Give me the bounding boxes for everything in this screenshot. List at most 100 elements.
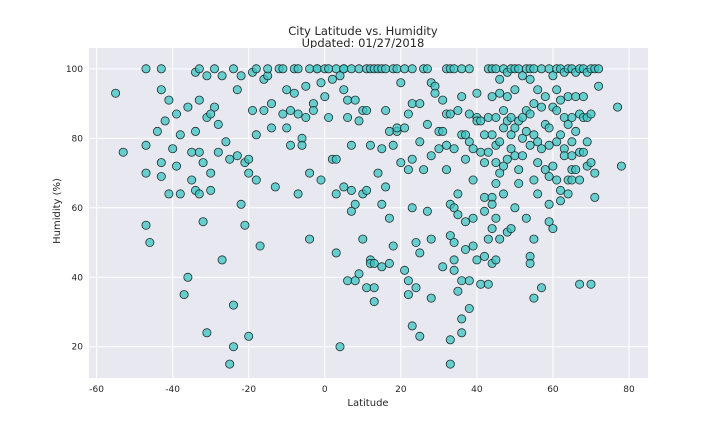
data-point bbox=[407, 321, 417, 331]
data-point bbox=[438, 95, 448, 105]
data-point bbox=[156, 171, 166, 181]
data-point bbox=[175, 189, 185, 199]
data-point bbox=[362, 283, 372, 293]
data-point bbox=[228, 300, 238, 310]
data-point bbox=[377, 199, 387, 209]
data-point bbox=[339, 182, 349, 192]
data-point bbox=[228, 64, 238, 74]
data-point bbox=[537, 144, 547, 154]
data-point bbox=[407, 154, 417, 164]
data-point bbox=[377, 262, 387, 272]
data-point bbox=[339, 85, 349, 95]
data-point bbox=[301, 81, 311, 91]
data-point bbox=[449, 64, 459, 74]
data-point bbox=[343, 276, 353, 286]
data-point bbox=[388, 140, 398, 150]
data-point bbox=[449, 144, 459, 154]
data-point bbox=[540, 165, 550, 175]
data-point bbox=[164, 189, 174, 199]
data-point bbox=[111, 88, 121, 98]
data-point bbox=[369, 297, 379, 307]
data-point bbox=[324, 64, 334, 74]
y-tick-label: 60 bbox=[72, 204, 84, 214]
data-point bbox=[479, 251, 489, 261]
data-point bbox=[491, 213, 501, 223]
data-point bbox=[464, 137, 474, 147]
data-point bbox=[232, 151, 242, 161]
data-point bbox=[506, 144, 516, 154]
data-point bbox=[308, 106, 318, 116]
data-point bbox=[529, 130, 539, 140]
data-point bbox=[578, 147, 588, 157]
data-point bbox=[476, 116, 486, 126]
x-axis-label: Latitude bbox=[347, 398, 388, 409]
data-point bbox=[460, 154, 470, 164]
data-point bbox=[616, 161, 626, 171]
data-point bbox=[415, 137, 425, 147]
data-point bbox=[426, 234, 436, 244]
data-point bbox=[198, 217, 208, 227]
data-point bbox=[213, 147, 223, 157]
chart-title: City Latitude vs. Humidity bbox=[288, 24, 438, 38]
data-point bbox=[141, 168, 151, 178]
data-point bbox=[400, 265, 410, 275]
data-point bbox=[575, 279, 585, 289]
data-point bbox=[468, 213, 478, 223]
data-point bbox=[362, 185, 372, 195]
data-point bbox=[514, 178, 524, 188]
data-point bbox=[544, 171, 554, 181]
data-point bbox=[141, 140, 151, 150]
data-point bbox=[472, 88, 482, 98]
data-point bbox=[202, 71, 212, 81]
data-point bbox=[445, 335, 455, 345]
data-point bbox=[400, 123, 410, 133]
data-point bbox=[244, 168, 254, 178]
data-point bbox=[491, 64, 501, 74]
data-point bbox=[400, 64, 410, 74]
data-point bbox=[529, 234, 539, 244]
data-point bbox=[346, 206, 356, 216]
data-point bbox=[491, 158, 501, 168]
data-point bbox=[369, 283, 379, 293]
data-point bbox=[529, 293, 539, 303]
data-point bbox=[537, 64, 547, 74]
data-point bbox=[502, 92, 512, 102]
data-point bbox=[468, 175, 478, 185]
data-point bbox=[590, 192, 600, 202]
data-point bbox=[491, 255, 501, 265]
data-point bbox=[365, 140, 375, 150]
data-point bbox=[525, 140, 535, 150]
data-point bbox=[217, 71, 227, 81]
data-point bbox=[510, 203, 520, 213]
data-point bbox=[472, 255, 482, 265]
data-point bbox=[225, 359, 235, 369]
data-point bbox=[305, 168, 315, 178]
data-point bbox=[183, 102, 193, 112]
data-point bbox=[141, 220, 151, 230]
data-point bbox=[373, 168, 383, 178]
data-point bbox=[449, 265, 459, 275]
tick-layer: -60 -40 -20 0 20 40 60 80 20 40 60 80 100 bbox=[66, 65, 635, 395]
data-point bbox=[460, 217, 470, 227]
data-point bbox=[548, 161, 558, 171]
x-tick-label: 20 bbox=[395, 385, 407, 395]
data-point bbox=[518, 133, 528, 143]
data-point bbox=[156, 158, 166, 168]
data-point bbox=[297, 140, 307, 150]
x-tick-label: 0 bbox=[322, 385, 328, 395]
data-point bbox=[510, 85, 520, 95]
data-point bbox=[575, 175, 585, 185]
data-point bbox=[175, 130, 185, 140]
data-point bbox=[422, 206, 432, 216]
data-point bbox=[331, 189, 341, 199]
data-point bbox=[483, 147, 493, 157]
data-point bbox=[392, 64, 402, 74]
data-point bbox=[453, 106, 463, 116]
data-point bbox=[160, 116, 170, 126]
data-point bbox=[388, 241, 398, 251]
data-point bbox=[556, 95, 566, 105]
data-point bbox=[354, 269, 364, 279]
data-point bbox=[460, 130, 470, 140]
data-point bbox=[464, 109, 474, 119]
